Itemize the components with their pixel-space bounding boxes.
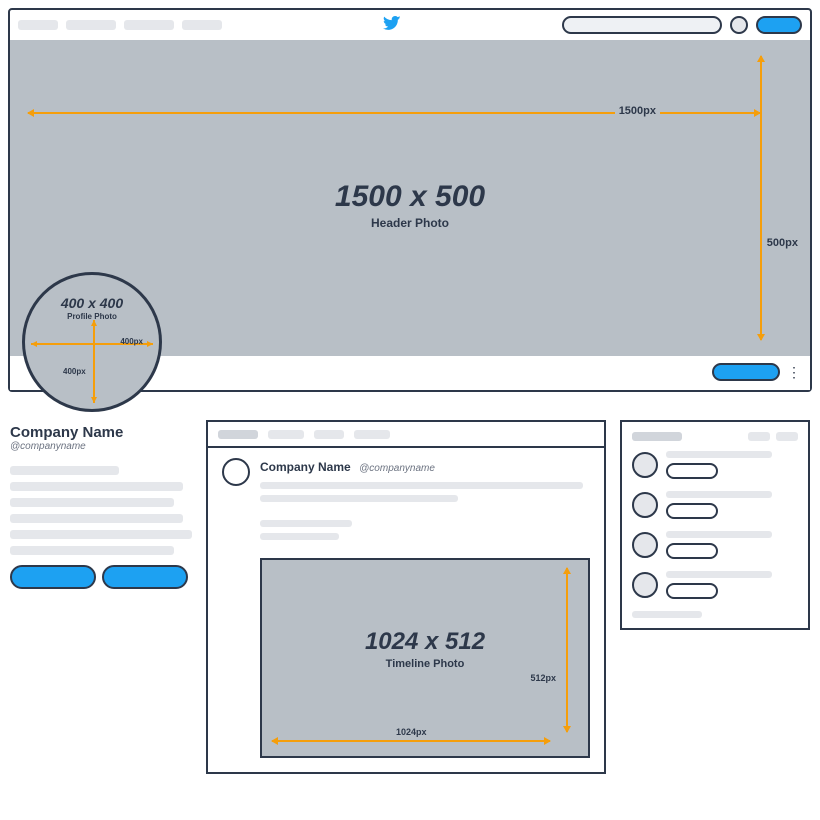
header-subtitle: Header Photo <box>10 216 810 230</box>
nav-placeholder <box>18 20 58 30</box>
timeline-subtitle: Timeline Photo <box>262 658 588 670</box>
timeline-height-label: 512px <box>526 672 560 684</box>
suggestion-name-placeholder <box>666 451 772 458</box>
suggestion-name-placeholder <box>666 571 772 578</box>
height-guide-label: 500px <box>763 236 802 250</box>
timeline-width-guide <box>272 740 550 742</box>
panel-title-placeholder <box>632 432 682 441</box>
company-handle: @companyname <box>10 441 192 452</box>
profile-height-label: 400px <box>63 367 86 376</box>
suggestion-avatar[interactable] <box>632 492 658 518</box>
suggestion-item <box>632 491 798 519</box>
search-input[interactable] <box>562 16 722 34</box>
more-options-icon[interactable]: ⋮ <box>787 364 802 381</box>
suggestion-name-placeholder <box>666 491 772 498</box>
follow-button[interactable] <box>712 363 780 381</box>
header-dimensions: 1500 x 500 <box>10 180 810 214</box>
who-to-follow-panel <box>620 420 810 630</box>
tweet-card: Company Name @companyname 1024 x 512 Tim… <box>208 448 604 772</box>
post-body-placeholder <box>260 482 590 502</box>
panel-header <box>632 432 798 441</box>
feed-panel: Company Name @companyname 1024 x 512 Tim… <box>206 420 606 774</box>
nav-placeholder <box>66 20 116 30</box>
action-button-2[interactable] <box>102 565 188 589</box>
suggestion-item <box>632 451 798 479</box>
top-nav-bar <box>10 10 810 40</box>
tab-placeholder[interactable] <box>218 430 258 439</box>
nav-placeholder <box>124 20 174 30</box>
profile-height-guide <box>93 320 95 403</box>
nav-placeholder <box>182 20 222 30</box>
follow-button-outline[interactable] <box>666 503 718 519</box>
profile-width-label: 400px <box>120 337 143 346</box>
follow-button-outline[interactable] <box>666 543 718 559</box>
action-button-1[interactable] <box>10 565 96 589</box>
company-name: Company Name <box>10 424 192 441</box>
tab-placeholder[interactable] <box>314 430 344 439</box>
suggestion-item <box>632 571 798 599</box>
tab-placeholder[interactable] <box>354 430 390 439</box>
profile-photo-area: 400 x 400 Profile Photo 400px 400px <box>22 272 162 412</box>
bio-placeholder <box>10 466 192 555</box>
follow-button-outline[interactable] <box>666 583 718 599</box>
timeline-photo-area: 1024 x 512 Timeline Photo 512px 1024px <box>260 558 590 758</box>
header-photo-title: 1500 x 500 Header Photo <box>10 180 810 230</box>
timeline-photo-title: 1024 x 512 Timeline Photo <box>262 628 588 670</box>
timeline-dimensions: 1024 x 512 <box>262 628 588 656</box>
profile-photo-dimensions: 400 x 400 <box>61 295 123 311</box>
panel-link-placeholder[interactable] <box>776 432 798 441</box>
tweet-button[interactable] <box>756 16 802 34</box>
suggestion-name-placeholder <box>666 531 772 538</box>
post-author-handle: @companyname <box>359 463 435 474</box>
post-body-placeholder <box>260 520 590 540</box>
suggestion-avatar[interactable] <box>632 452 658 478</box>
panel-footer-placeholder[interactable] <box>632 611 702 618</box>
profile-info-column: Company Name @companyname <box>10 424 192 589</box>
tab-placeholder[interactable] <box>268 430 304 439</box>
feed-tabs <box>208 422 604 448</box>
user-avatar[interactable] <box>730 16 748 34</box>
suggestion-avatar[interactable] <box>632 572 658 598</box>
follow-button-outline[interactable] <box>666 463 718 479</box>
post-avatar[interactable] <box>222 458 250 486</box>
timeline-height-guide <box>566 568 568 732</box>
twitter-bird-icon <box>383 16 401 34</box>
width-guide-label: 1500px <box>615 104 660 118</box>
post-author-name: Company Name <box>260 460 351 474</box>
timeline-width-label: 1024px <box>392 726 431 738</box>
suggestion-avatar[interactable] <box>632 532 658 558</box>
suggestion-item <box>632 531 798 559</box>
panel-link-placeholder[interactable] <box>748 432 770 441</box>
